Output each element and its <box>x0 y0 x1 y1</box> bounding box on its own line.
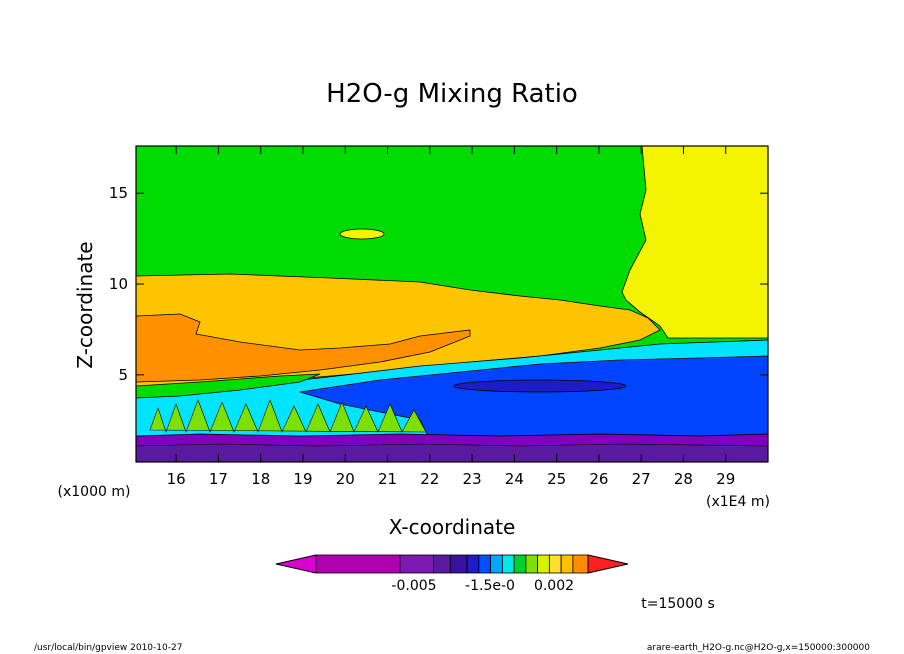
colorbar-swatch <box>525 554 539 574</box>
colorbar-swatch <box>560 554 574 574</box>
colorbar-tick-label: 0.002 <box>534 578 574 594</box>
region-yellow <box>621 146 768 339</box>
x-tick-label: 28 <box>674 470 693 488</box>
footer-right: arare-earth_H2O-g.nc@H2O-g,x=150000:3000… <box>647 643 870 653</box>
x-tick-label: 23 <box>463 470 482 488</box>
x-tick-label: 20 <box>336 470 355 488</box>
colorbar-swatch <box>466 554 480 574</box>
colorbar-low-arrow <box>275 554 317 574</box>
colorbar-swatch <box>490 554 503 574</box>
x-tick-label: 18 <box>251 470 270 488</box>
y-tick-label: 15 <box>109 184 128 202</box>
region-orange <box>136 313 471 383</box>
x-axis: 16 17 18 19 20 21 22 23 24 25 26 27 28 29 <box>167 146 735 488</box>
colorbar-swatch <box>399 554 434 574</box>
x-tick-label: 29 <box>716 470 735 488</box>
contour-field <box>136 146 768 462</box>
x-tick-label: 26 <box>589 470 608 488</box>
x-tick-label: 24 <box>505 470 524 488</box>
y-tick-label: 5 <box>118 366 128 384</box>
region-green-lower <box>136 373 321 399</box>
footer-left: /usr/local/bin/gpview 2010-10-27 <box>34 643 182 653</box>
region-green-spikes <box>149 399 427 433</box>
colorbar-swatch <box>501 554 515 574</box>
colorbar-tick-label: -0.005 <box>391 578 436 594</box>
colorbar-swatch <box>513 554 527 574</box>
x-tick-label: 19 <box>293 470 312 488</box>
region-dark-blue <box>453 379 627 393</box>
y-tick-label: 10 <box>109 275 128 293</box>
y-axis: 5 10 15 <box>109 184 768 384</box>
x-tick-label: 27 <box>632 470 651 488</box>
x-tick-label: 17 <box>209 470 228 488</box>
colorbar <box>275 554 629 574</box>
chart-title: H2O-g Mixing Ratio <box>326 79 578 109</box>
x-tick-label: 21 <box>378 470 397 488</box>
colorbar-tick-label: -1.5e-0 <box>465 578 515 594</box>
colorbar-swatch <box>572 554 589 574</box>
x-unit-label: (x1E4 m) <box>706 494 770 510</box>
colorbar-swatch <box>433 554 451 574</box>
region-yellow-blob <box>339 228 385 240</box>
x-tick-label: 22 <box>420 470 439 488</box>
colorbar-swatch <box>537 554 550 574</box>
x-axis-label: X-coordinate <box>389 515 516 539</box>
region-deep-purple <box>136 443 768 462</box>
colorbar-swatch <box>315 554 401 574</box>
colorbar-swatch <box>548 554 562 574</box>
colorbar-swatch <box>478 554 492 574</box>
x-tick-label: 16 <box>167 470 186 488</box>
colorbar-swatch <box>449 554 468 574</box>
time-label: t=15000 s <box>641 596 715 612</box>
y-unit-label: (x1000 m) <box>58 484 131 500</box>
colorbar-labels: -0.005 -1.5e-0 0.002 <box>391 578 574 594</box>
y-axis-label: Z-coordinate <box>73 241 97 368</box>
x-tick-label: 25 <box>547 470 566 488</box>
colorbar-high-arrow <box>587 554 629 574</box>
plot-frame <box>135 145 769 463</box>
